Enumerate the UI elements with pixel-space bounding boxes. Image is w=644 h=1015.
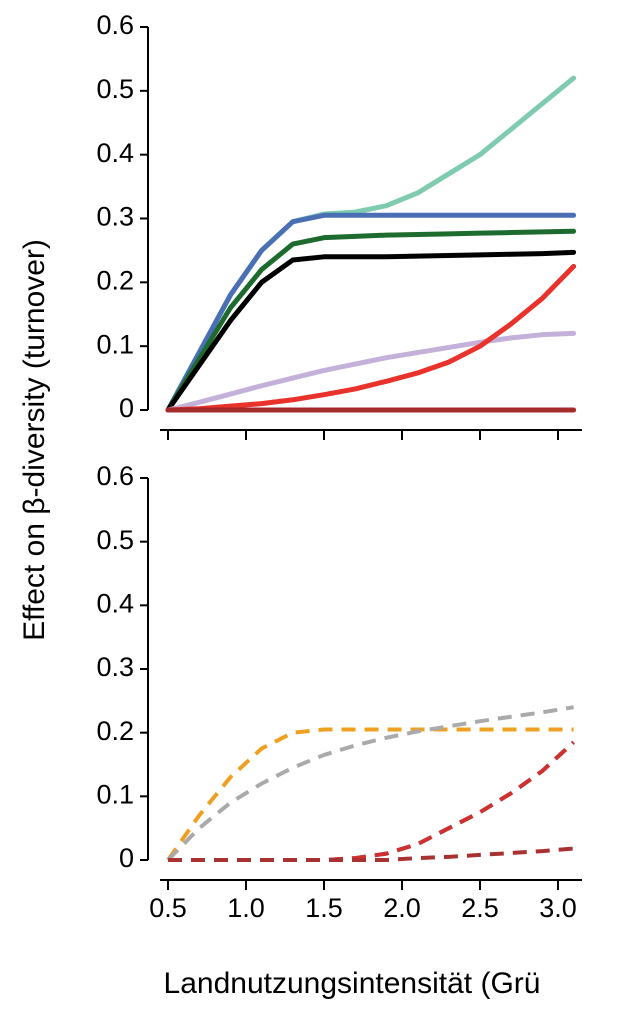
x-tick-label: 1.5 bbox=[305, 893, 343, 923]
y-tick-label: 0.5 bbox=[96, 525, 134, 555]
y-tick-label: 0.2 bbox=[96, 716, 134, 746]
y-tick-label: 0.1 bbox=[96, 329, 134, 359]
y-tick-label: 0 bbox=[119, 393, 134, 423]
y-tick-label: 0.1 bbox=[96, 779, 134, 809]
x-tick-label: 2.0 bbox=[383, 893, 421, 923]
chart: Effect on β-diversity (turnover) Landnut… bbox=[0, 0, 644, 1015]
y-tick-label: 0.4 bbox=[96, 588, 134, 618]
series-line bbox=[168, 333, 574, 410]
x-axis-label: Landnutzungsintensität (Grü bbox=[164, 967, 541, 1000]
y-tick-label: 0.3 bbox=[96, 652, 134, 682]
series-line bbox=[168, 849, 574, 860]
y-tick-label: 0.4 bbox=[96, 138, 134, 168]
x-tick-label: 2.5 bbox=[461, 893, 499, 923]
series-line bbox=[168, 742, 574, 860]
y-tick-label: 0.3 bbox=[96, 202, 134, 232]
x-tick-label: 3.0 bbox=[539, 893, 577, 923]
series-line bbox=[168, 729, 574, 860]
y-tick-label: 0.6 bbox=[96, 461, 134, 491]
series-line bbox=[168, 742, 574, 860]
x-tick-label: 1.0 bbox=[227, 893, 265, 923]
y-tick-label: 0 bbox=[119, 843, 134, 873]
y-tick-label: 0.2 bbox=[96, 265, 134, 295]
y-axis-label: Effect on β-diversity (turnover) bbox=[18, 239, 51, 641]
y-tick-label: 0.6 bbox=[96, 10, 134, 40]
x-tick-label: 0.5 bbox=[149, 893, 187, 923]
y-tick-label: 0.5 bbox=[96, 74, 134, 104]
